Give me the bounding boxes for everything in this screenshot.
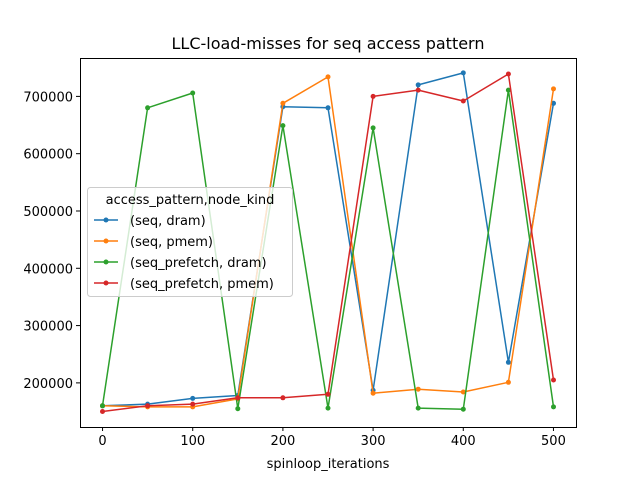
data-point xyxy=(235,406,241,412)
data-point xyxy=(235,395,241,401)
y-tick-label: 600000 xyxy=(23,148,73,163)
data-point xyxy=(325,105,331,111)
data-point xyxy=(415,87,421,93)
x-axis: 0 100 200 300 400 500 xyxy=(98,427,566,449)
legend: access_pattern,node_kind (seq, dram)(seq… xyxy=(87,187,293,297)
plot-area xyxy=(100,70,556,414)
data-point xyxy=(415,405,421,411)
data-point xyxy=(190,90,196,96)
data-point xyxy=(145,105,151,111)
x-tick-label: 300 xyxy=(361,434,386,449)
legend-items: (seq, dram) (seq, pmem) (seq_prefetch, dra… xyxy=(94,214,274,292)
legend-label: (seq_prefetch, pmem) xyxy=(130,277,274,292)
data-point xyxy=(325,405,331,411)
data-point xyxy=(505,359,511,365)
y-axis: 200000 300000 400000 500000 600000 700000 xyxy=(23,90,80,392)
legend-swatch-marker xyxy=(103,280,109,286)
data-point xyxy=(505,71,511,77)
data-point xyxy=(190,401,196,407)
data-point xyxy=(460,406,466,412)
x-axis-label: spinloop_iterations xyxy=(267,457,390,472)
legend-title: access_pattern,node_kind xyxy=(106,193,275,208)
legend-label: (seq_prefetch, dram) xyxy=(130,256,267,271)
data-point xyxy=(415,386,421,392)
x-tick-label: 0 xyxy=(98,434,106,449)
data-point xyxy=(325,74,331,80)
data-point xyxy=(460,70,466,76)
y-tick-label: 300000 xyxy=(23,320,73,335)
data-point xyxy=(551,377,556,383)
data-point xyxy=(460,98,466,104)
y-tick-label: 500000 xyxy=(23,205,73,220)
data-point xyxy=(325,391,331,397)
data-point xyxy=(190,395,196,401)
x-tick-label: 400 xyxy=(451,434,476,449)
legend-label: (seq, dram) xyxy=(130,214,206,229)
data-point xyxy=(505,379,511,385)
legend-swatch-marker xyxy=(103,259,109,265)
data-point xyxy=(460,389,466,395)
data-point xyxy=(551,86,556,92)
y-tick-label: 700000 xyxy=(23,90,73,105)
legend-box xyxy=(87,187,293,297)
data-point xyxy=(370,125,376,131)
data-point xyxy=(551,100,556,106)
plot-frame xyxy=(80,58,577,428)
legend-swatch-marker xyxy=(103,217,109,223)
legend-swatch-marker xyxy=(103,238,109,244)
data-point xyxy=(370,390,376,396)
y-tick-label: 400000 xyxy=(23,262,73,277)
chart-title: LLC-load-misses for seq access pattern xyxy=(171,34,484,53)
data-point xyxy=(505,87,511,93)
x-tick-label: 500 xyxy=(541,434,566,449)
data-point xyxy=(280,100,286,106)
x-tick-label: 100 xyxy=(180,434,205,449)
y-tick-label: 200000 xyxy=(23,377,73,392)
x-tick-label: 200 xyxy=(270,434,295,449)
data-point xyxy=(551,404,556,410)
data-point xyxy=(100,409,105,414)
data-point xyxy=(100,403,105,409)
data-point xyxy=(370,93,376,99)
data-point xyxy=(415,82,421,88)
data-point xyxy=(280,123,286,129)
data-point xyxy=(145,403,151,409)
legend-label: (seq, pmem) xyxy=(130,235,213,250)
data-point xyxy=(280,395,286,401)
